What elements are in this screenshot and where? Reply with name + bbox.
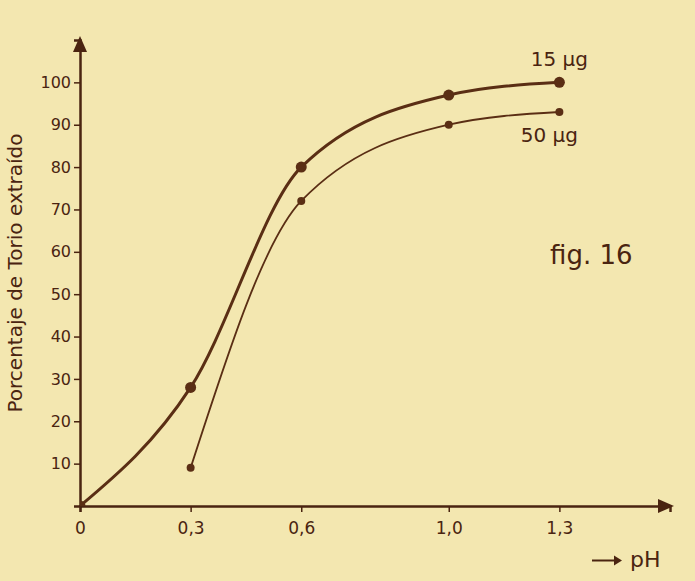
- x-tick: 0,6: [288, 506, 315, 538]
- y-tick-mark: [74, 336, 80, 338]
- y-tick-label: 90: [51, 115, 71, 134]
- x-tick-mark: [449, 506, 451, 512]
- x-tick: 0,3: [178, 506, 205, 538]
- y-axis-line: [74, 41, 81, 507]
- y-tick-label: 30: [51, 370, 71, 389]
- y-axis: 10 20 30 40 50 60 70 80 90 100: [40, 41, 80, 507]
- y-tick: 90: [51, 115, 80, 134]
- series-label: 50 µg: [521, 123, 578, 147]
- y-axis-title: Porcentaje de Torio extraído: [3, 133, 27, 412]
- point: [187, 464, 195, 472]
- y-tick: 50: [51, 285, 80, 304]
- point: [80, 501, 86, 507]
- series-label: 15 µg: [531, 47, 588, 71]
- y-tick: 80: [51, 158, 80, 177]
- y-tick-label: 80: [51, 158, 71, 177]
- y-tick: 100: [40, 73, 80, 92]
- x-tick-mark: [301, 506, 303, 512]
- y-tick-mark: [74, 252, 80, 254]
- y-tick-label: 40: [51, 327, 71, 346]
- x-tick-label: 0,6: [288, 518, 315, 538]
- x-tick-label: 1,3: [546, 518, 573, 538]
- y-tick: 40: [51, 327, 80, 346]
- y-tick: 10: [51, 454, 80, 473]
- y-tick-label: 70: [51, 200, 71, 219]
- marks: [80, 77, 565, 506]
- point: [297, 197, 305, 205]
- point: [296, 162, 307, 173]
- point: [185, 382, 196, 393]
- point: [445, 121, 453, 129]
- y-tick-label: 100: [40, 73, 71, 92]
- y-tick-mark: [74, 379, 80, 381]
- x-axis-line: [81, 507, 671, 513]
- y-tick-mark: [74, 124, 80, 126]
- y-tick-mark: [74, 463, 80, 465]
- x-arrow: [658, 499, 674, 513]
- y-tick-mark: [74, 421, 80, 423]
- y-tick-mark: [74, 294, 80, 296]
- x-axis: 0 0,3 0,6 1,0 1,3: [75, 506, 670, 538]
- series-line: [80, 82, 559, 506]
- x-tick-label: 1,0: [436, 518, 463, 538]
- x-tick: 1,3: [546, 506, 573, 538]
- y-arrow: [73, 36, 87, 52]
- y-tick-label: 50: [51, 285, 71, 304]
- x-title-arrowhead: [614, 556, 622, 566]
- figure-label: fig. 16: [550, 240, 633, 270]
- y-tick-label: 20: [51, 412, 71, 431]
- x-axis-title: pH: [630, 547, 661, 572]
- y-tick-mark: [74, 82, 80, 84]
- y-tick-label: 10: [51, 454, 71, 473]
- y-tick-label: 60: [51, 242, 71, 261]
- point: [443, 90, 454, 101]
- x-tick: 1,0: [436, 506, 463, 538]
- y-tick: 30: [51, 370, 80, 389]
- x-tick-label: 0: [75, 518, 86, 538]
- point: [555, 108, 563, 116]
- y-tick: 60: [51, 242, 80, 261]
- y-tick-mark: [74, 209, 80, 211]
- plot: 0 0,3 0,6 1,0 1,3 10 20 30 40 50 60 70 80 90 100 15 µg 5…: [40, 36, 674, 538]
- x-tick-mark: [559, 506, 561, 512]
- x-tick-mark: [190, 506, 192, 512]
- series-line: [191, 112, 560, 468]
- y-tick-mark: [74, 167, 80, 169]
- x-tick: 0: [75, 506, 86, 538]
- point: [554, 77, 565, 88]
- y-tick: 70: [51, 200, 80, 219]
- chart: 0 0,3 0,6 1,0 1,3 10 20 30 40 50 60 70 80 90 100 15 µg 5…: [0, 0, 695, 581]
- y-tick: 20: [51, 412, 80, 431]
- x-tick-label: 0,3: [178, 518, 205, 538]
